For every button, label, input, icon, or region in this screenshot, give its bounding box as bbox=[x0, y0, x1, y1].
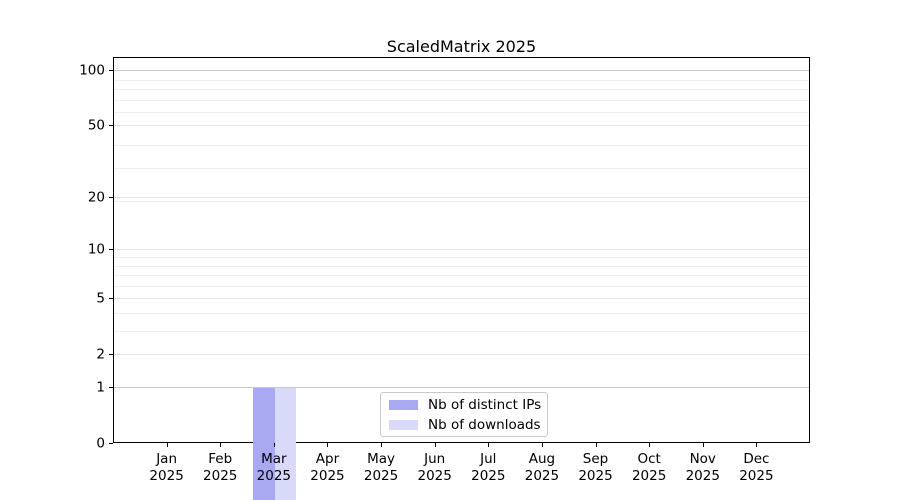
x-tick-mar-2025 bbox=[273, 443, 275, 447]
y-tick-10 bbox=[109, 249, 113, 251]
bar-nb-of-distinct-ips-mar-2025 bbox=[253, 388, 275, 500]
gridline-y-7 bbox=[114, 275, 809, 277]
y-tick-1 bbox=[109, 387, 113, 389]
x-tick-label-feb-2025: Feb 2025 bbox=[203, 451, 238, 484]
gridline-y-29 bbox=[114, 168, 809, 170]
y-tick-50 bbox=[109, 125, 113, 127]
y-tick-100 bbox=[109, 70, 113, 72]
x-tick-label-jan-2025: Jan 2025 bbox=[149, 451, 184, 484]
gridline-y-100 bbox=[114, 70, 809, 72]
legend-label-0: Nb of distinct IPs bbox=[428, 396, 542, 413]
x-tick-label-oct-2025: Oct 2025 bbox=[631, 451, 667, 484]
plot-area: Nb of distinct IPs Nb of downloads bbox=[113, 57, 810, 500]
x-tick-feb-2025 bbox=[220, 443, 222, 447]
x-tick-label-apr-2025: Apr 2025 bbox=[310, 451, 345, 484]
legend-item-0: Nb of distinct IPs bbox=[389, 396, 542, 413]
x-tick-nov-2025 bbox=[702, 443, 704, 447]
x-tick-label-nov-2025: Nov 2025 bbox=[685, 451, 720, 484]
legend-swatch-0 bbox=[389, 399, 418, 410]
x-tick-label-dec-2025: Dec 2025 bbox=[739, 451, 774, 484]
gridline-y-19 bbox=[114, 201, 809, 203]
x-tick-jul-2025 bbox=[488, 443, 490, 447]
gridline-y-2 bbox=[114, 354, 809, 356]
x-tick-label-mar-2025: Mar 2025 bbox=[256, 451, 292, 484]
gridline-y-5 bbox=[114, 298, 809, 300]
y-tick-20 bbox=[109, 197, 113, 199]
gridline-y-20 bbox=[114, 197, 809, 199]
x-tick-dec-2025 bbox=[756, 443, 758, 447]
x-tick-label-may-2025: May 2025 bbox=[363, 451, 399, 484]
gridline-y-10 bbox=[114, 249, 809, 251]
gridline-y-6 bbox=[114, 285, 809, 287]
y-tick-5 bbox=[109, 298, 113, 300]
x-tick-oct-2025 bbox=[649, 443, 651, 447]
x-tick-label-aug-2025: Aug 2025 bbox=[524, 451, 560, 484]
legend-swatch-1 bbox=[389, 419, 418, 430]
gridline-y-3 bbox=[114, 331, 809, 333]
gridline-y-89 bbox=[114, 79, 809, 81]
x-tick-label-jun-2025: Jun 2025 bbox=[417, 451, 452, 484]
y-tick-label-10: 10 bbox=[87, 241, 105, 258]
gridline-y-69 bbox=[114, 99, 809, 101]
y-tick-label-5: 5 bbox=[96, 290, 105, 307]
gridline-y-1 bbox=[114, 387, 809, 389]
x-tick-label-sep-2025: Sep 2025 bbox=[578, 451, 613, 484]
gridline-y-59 bbox=[114, 112, 809, 114]
gridline-y-9 bbox=[114, 257, 809, 259]
y-tick-label-2: 2 bbox=[96, 346, 105, 363]
y-tick-0 bbox=[109, 443, 113, 444]
gridline-y-8 bbox=[114, 265, 809, 267]
y-tick-label-0: 0 bbox=[96, 434, 105, 451]
y-tick-2 bbox=[109, 354, 113, 356]
y-tick-label-100: 100 bbox=[79, 61, 105, 78]
gridline-y-39 bbox=[114, 145, 809, 147]
x-tick-label-jul-2025: Jul 2025 bbox=[471, 451, 506, 484]
x-tick-apr-2025 bbox=[327, 443, 329, 447]
gridline-y-79 bbox=[114, 89, 809, 91]
bar-nb-of-downloads-mar-2025 bbox=[274, 388, 297, 500]
y-tick-label-20: 20 bbox=[87, 188, 105, 205]
x-tick-sep-2025 bbox=[595, 443, 597, 447]
y-tick-label-50: 50 bbox=[87, 117, 105, 134]
x-tick-may-2025 bbox=[381, 443, 383, 447]
y-tick-label-1: 1 bbox=[96, 378, 105, 395]
legend-item-1: Nb of downloads bbox=[389, 416, 541, 433]
x-tick-jan-2025 bbox=[166, 443, 168, 447]
legend-label-1: Nb of downloads bbox=[428, 416, 541, 433]
chart-title: ScaledMatrix 2025 bbox=[386, 37, 537, 56]
gridline-y-50 bbox=[114, 125, 809, 127]
gridline-y-4 bbox=[114, 313, 809, 314]
x-tick-aug-2025 bbox=[541, 443, 543, 447]
legend: Nb of distinct IPs Nb of downloads bbox=[380, 392, 548, 437]
x-tick-jun-2025 bbox=[434, 443, 436, 447]
